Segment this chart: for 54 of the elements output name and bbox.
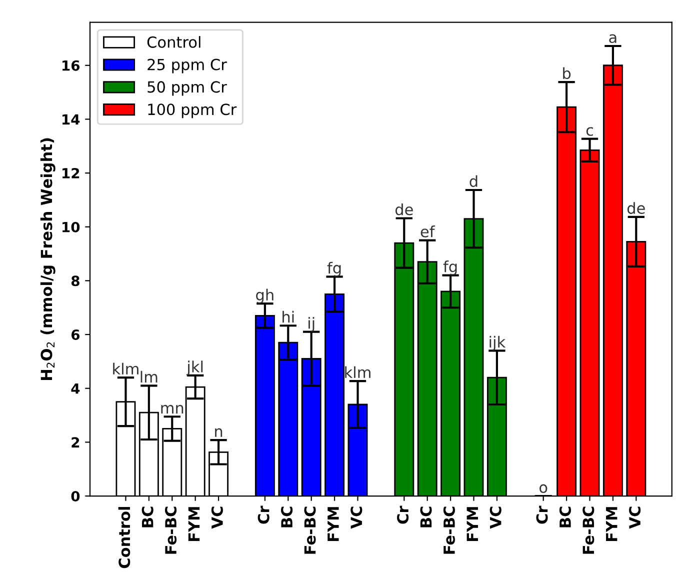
data-label: ef [420, 226, 436, 238]
y-tick-label: 12 [62, 168, 80, 178]
data-label: fg [327, 262, 341, 277]
x-tick-label: BC [281, 506, 293, 528]
x-tick-label: VC [211, 506, 223, 529]
x-tick-label: Cr [397, 506, 409, 524]
y-tick-label: 2 [72, 437, 80, 448]
x-tick-label: VC [490, 506, 502, 529]
data-label: gh [256, 288, 274, 304]
legend-label: Control [147, 36, 200, 48]
data-label: b [563, 67, 571, 80]
y-tick-label: 16 [62, 60, 80, 71]
x-tick-label: Cr [258, 506, 270, 524]
data-label: lm [140, 370, 158, 382]
y-tick-label: 4 [71, 384, 80, 394]
data-label: o [540, 484, 548, 494]
x-tick-label: FYM [188, 507, 200, 542]
data-label: jkl [186, 360, 203, 376]
data-label: ijk [490, 336, 506, 351]
data-label: klm [113, 362, 138, 374]
data-label: mn [161, 404, 184, 414]
x-tick-label: Fe-BC [165, 506, 177, 554]
y-tick-label: 8 [71, 276, 80, 286]
x-tick-label: VC [629, 506, 641, 529]
legend-label: 50 ppm Cr [148, 81, 227, 96]
legend-label: 25 ppm Cr [148, 58, 227, 74]
data-label: c [586, 127, 594, 136]
x-tick-label: Fe-BC [304, 506, 316, 554]
x-tick-label: BC [142, 506, 154, 528]
x-tick-label: FYM [466, 507, 478, 542]
x-tick-label: BC [420, 506, 432, 528]
y-tick-label: 0 [71, 490, 80, 502]
y-axis-title: H$_{2}$O$_{2}$ (mmol/g Fresh Weight) [40, 138, 56, 380]
y-tick-label: 14 [62, 114, 80, 124]
data-label: ij [308, 317, 314, 332]
x-tick-label: Control [118, 507, 130, 568]
legend-label: 100 ppm Cr [148, 104, 237, 118]
data-label: d [470, 175, 478, 188]
data-label: de [395, 203, 413, 216]
x-tick-label: Cr [536, 506, 548, 524]
data-label: fg [443, 260, 457, 276]
x-tick-label: Fe-BC [582, 506, 594, 554]
data-label: klm [345, 366, 370, 378]
data-label: n [215, 428, 222, 437]
x-tick-label: Fe-BC [443, 506, 455, 554]
data-label: hi [282, 310, 294, 322]
data-label: de [627, 202, 645, 214]
x-tick-label: FYM [328, 507, 339, 542]
y-tick-label: 6 [71, 330, 80, 340]
x-tick-label: BC [559, 506, 571, 528]
x-tick-label: VC [350, 506, 362, 529]
data-label: a [609, 34, 616, 44]
y-tick-label: 10 [62, 222, 80, 232]
x-tick-label: FYM [606, 507, 618, 542]
